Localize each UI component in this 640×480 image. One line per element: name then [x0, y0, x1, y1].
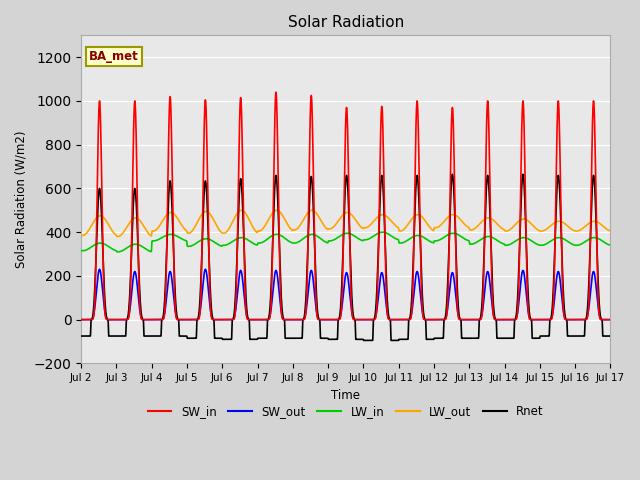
Y-axis label: Solar Radiation (W/m2): Solar Radiation (W/m2)	[15, 131, 28, 268]
LW_in	[475, 238, 483, 244]
LW_in	[500, 241, 508, 247]
Rnet	[360, 337, 368, 343]
Line: Rnet: Rnet	[81, 174, 611, 340]
SW_in	[495, 317, 502, 323]
SW_in	[607, 317, 614, 323]
LW_out	[515, 218, 522, 224]
SW_out	[500, 317, 508, 323]
LW_in	[114, 249, 122, 255]
LW_in	[285, 239, 293, 244]
SW_out	[474, 317, 482, 323]
Rnet	[495, 336, 502, 341]
SW_out	[300, 316, 308, 322]
Rnet	[515, 277, 522, 283]
SW_in	[285, 317, 293, 323]
LW_out	[500, 227, 508, 232]
Rnet	[519, 171, 527, 177]
LW_out	[285, 224, 293, 230]
SW_out	[285, 317, 293, 323]
LW_in	[495, 239, 503, 244]
LW_out	[300, 216, 308, 221]
X-axis label: Time: Time	[332, 389, 360, 402]
Rnet	[300, 315, 308, 321]
SW_in	[515, 293, 522, 299]
LW_out	[308, 207, 316, 213]
Text: BA_met: BA_met	[89, 50, 139, 63]
SW_in	[77, 317, 85, 323]
LW_in	[379, 229, 387, 235]
LW_in	[300, 235, 308, 241]
SW_in	[500, 317, 508, 323]
SW_in	[300, 317, 308, 323]
SW_in	[272, 89, 280, 95]
SW_out	[607, 317, 614, 323]
Rnet	[607, 333, 614, 339]
LW_out	[475, 222, 483, 228]
LW_in	[515, 236, 522, 242]
Line: LW_out: LW_out	[81, 210, 611, 237]
LW_out	[607, 228, 614, 234]
Rnet	[77, 333, 85, 339]
Line: SW_out: SW_out	[81, 269, 611, 320]
LW_in	[77, 248, 85, 253]
Line: SW_in: SW_in	[81, 92, 611, 320]
SW_out	[495, 317, 502, 323]
LW_out	[77, 232, 85, 238]
Rnet	[474, 336, 482, 341]
SW_out	[77, 317, 85, 323]
Legend: SW_in, SW_out, LW_in, LW_out, Rnet: SW_in, SW_out, LW_in, LW_out, Rnet	[143, 401, 548, 423]
Rnet	[500, 336, 508, 341]
LW_out	[114, 234, 122, 240]
Rnet	[285, 336, 293, 341]
Title: Solar Radiation: Solar Radiation	[287, 15, 404, 30]
SW_in	[474, 317, 482, 323]
SW_out	[96, 266, 104, 272]
Line: LW_in: LW_in	[81, 232, 611, 252]
LW_in	[607, 242, 614, 248]
SW_out	[515, 303, 522, 309]
LW_out	[495, 223, 503, 228]
